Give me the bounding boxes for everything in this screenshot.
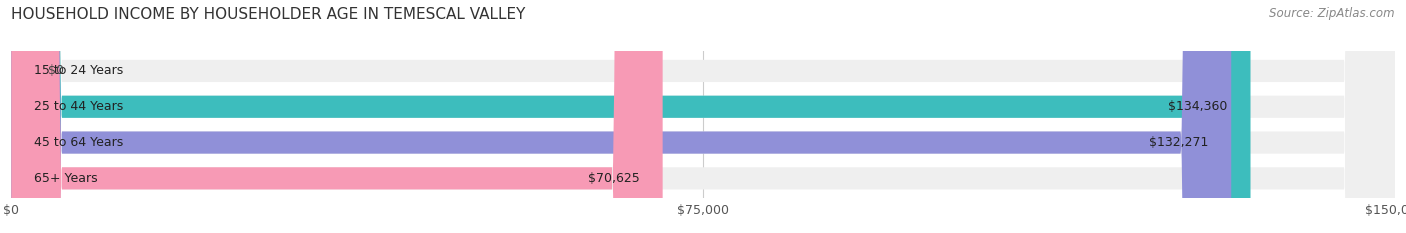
- Text: HOUSEHOLD INCOME BY HOUSEHOLDER AGE IN TEMESCAL VALLEY: HOUSEHOLD INCOME BY HOUSEHOLDER AGE IN T…: [11, 7, 526, 22]
- Text: 25 to 44 Years: 25 to 44 Years: [34, 100, 124, 113]
- Text: $132,271: $132,271: [1149, 136, 1208, 149]
- FancyBboxPatch shape: [11, 0, 1232, 233]
- Text: $70,625: $70,625: [588, 172, 640, 185]
- FancyBboxPatch shape: [11, 0, 1250, 233]
- Text: 65+ Years: 65+ Years: [34, 172, 98, 185]
- FancyBboxPatch shape: [11, 0, 1395, 233]
- FancyBboxPatch shape: [11, 0, 1395, 233]
- Text: 15 to 24 Years: 15 to 24 Years: [34, 65, 124, 77]
- FancyBboxPatch shape: [11, 0, 1395, 233]
- Text: $0: $0: [48, 65, 65, 77]
- FancyBboxPatch shape: [11, 0, 1395, 233]
- Text: 45 to 64 Years: 45 to 64 Years: [34, 136, 124, 149]
- Text: Source: ZipAtlas.com: Source: ZipAtlas.com: [1270, 7, 1395, 20]
- Text: $134,360: $134,360: [1168, 100, 1227, 113]
- FancyBboxPatch shape: [11, 0, 662, 233]
